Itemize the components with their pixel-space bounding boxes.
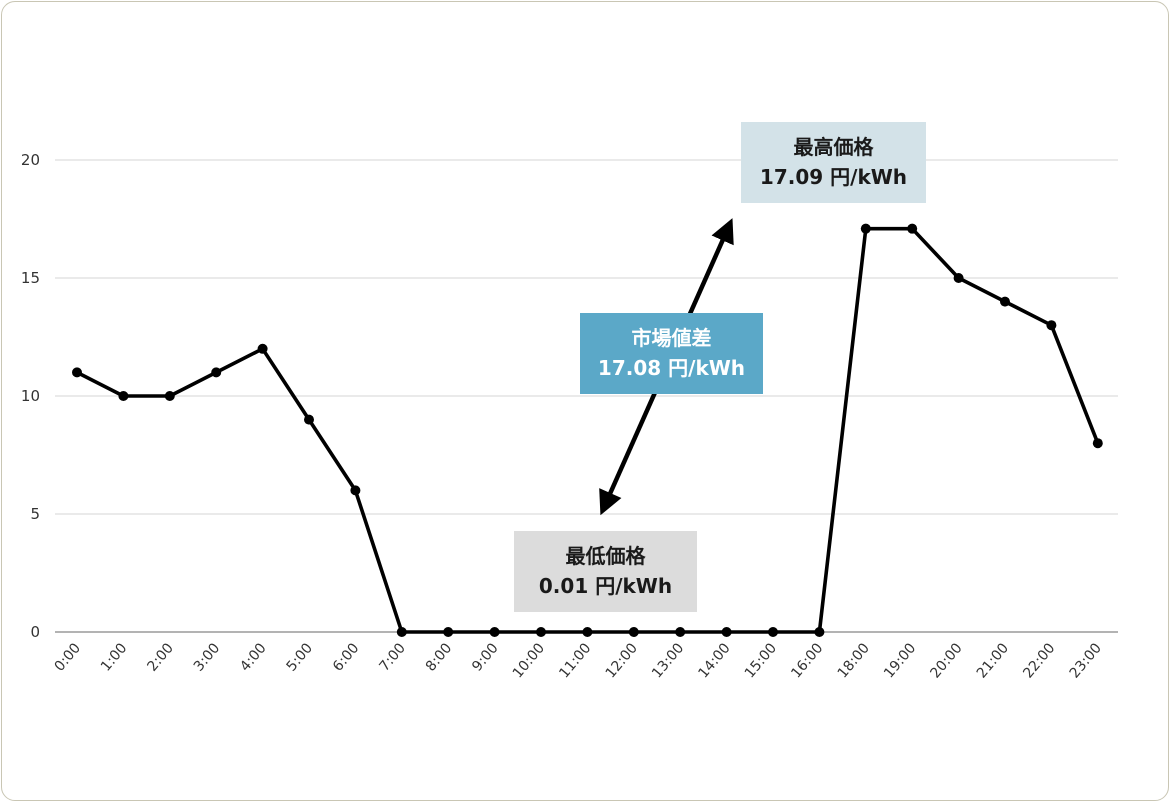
data-point <box>768 627 778 637</box>
x-tick-label: 13:00 <box>649 640 687 681</box>
x-tick-label: 8:00 <box>423 640 455 674</box>
x-tick-label: 11:00 <box>556 640 594 681</box>
x-tick-label: 6:00 <box>330 640 362 674</box>
data-point <box>675 627 686 637</box>
x-axis-ticks: 0:00 1:00 2:00 3:00 4:00 5:00 6:00 7:00 8:00 9:00… <box>52 640 1105 681</box>
data-point <box>257 343 268 354</box>
y-tick-label: 10 <box>21 387 40 405</box>
y-tick-label: 0 <box>30 623 40 641</box>
x-tick-label: 21:00 <box>974 640 1012 681</box>
data-point <box>1092 438 1103 449</box>
x-tick-label: 10:00 <box>510 640 548 681</box>
x-tick-label: 22:00 <box>1020 640 1058 681</box>
x-tick-label: 14:00 <box>695 640 733 681</box>
data-point <box>443 627 454 637</box>
price-series <box>72 223 1103 637</box>
data-point <box>489 627 500 637</box>
data-point <box>396 627 407 637</box>
x-tick-label: 9:00 <box>469 640 501 674</box>
min-price-annotation: 最低価格 0.01 円/kWh <box>514 531 697 612</box>
data-point <box>628 627 639 637</box>
spread-value: 17.08 円/kWh <box>597 356 746 380</box>
x-tick-label: 4:00 <box>237 640 269 674</box>
data-point <box>211 367 222 378</box>
data-point <box>860 223 871 234</box>
data-point <box>350 485 361 496</box>
spread-annotation: 市場値差 17.08 円/kWh <box>580 313 763 394</box>
max-price-value: 17.09 円/kWh <box>759 165 908 189</box>
data-point <box>907 223 918 234</box>
x-tick-label: 0:00 <box>52 640 84 674</box>
x-tick-label: 2:00 <box>144 640 176 674</box>
spread-title: 市場値差 <box>631 326 712 350</box>
min-price-value: 0.01 円/kWh <box>538 574 673 598</box>
x-tick-label: 19:00 <box>881 640 919 681</box>
y-axis-ticks: 0 5 10 15 20 <box>21 151 40 641</box>
x-tick-label: 20:00 <box>927 640 965 681</box>
x-tick-label: 15:00 <box>742 640 780 681</box>
min-price-title: 最低価格 <box>565 544 646 568</box>
y-tick-label: 15 <box>21 269 40 287</box>
data-point <box>814 627 825 637</box>
data-point <box>1046 320 1057 331</box>
max-price-annotation: 最高価格 17.09 円/kWh <box>741 122 926 203</box>
data-point <box>304 414 314 425</box>
y-tick-label: 20 <box>21 151 40 169</box>
max-price-title: 最高価格 <box>793 135 874 159</box>
data-point <box>582 627 593 637</box>
data-point <box>118 391 129 401</box>
x-tick-label: 18:00 <box>835 640 873 681</box>
data-point <box>536 627 546 637</box>
x-tick-label: 3:00 <box>191 640 223 674</box>
y-tick-label: 5 <box>30 505 40 523</box>
x-tick-label: 1:00 <box>98 640 130 674</box>
data-point <box>164 391 175 401</box>
x-tick-label: 16:00 <box>788 640 826 681</box>
data-point <box>1000 296 1010 307</box>
x-tick-label: 7:00 <box>376 640 408 674</box>
data-point <box>721 627 732 637</box>
data-point <box>72 367 82 378</box>
x-tick-label: 23:00 <box>1067 640 1105 681</box>
data-point <box>953 273 964 283</box>
x-tick-label: 12:00 <box>603 640 641 681</box>
x-tick-label: 5:00 <box>284 640 316 674</box>
